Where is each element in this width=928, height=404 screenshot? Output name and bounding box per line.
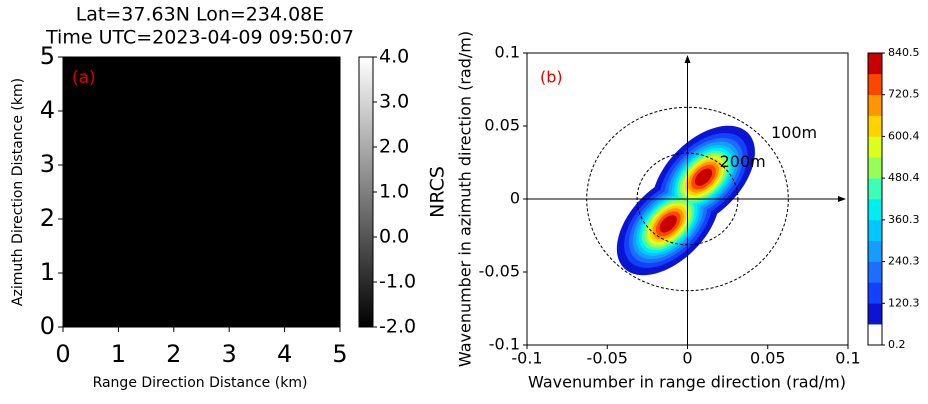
x-tick-label: 3 [222, 340, 237, 368]
y-tick-label: 0.05 [484, 116, 520, 135]
y-tick-label: 0 [510, 189, 520, 208]
colorbar-band [868, 282, 882, 304]
contour-fill [616, 125, 755, 276]
y-tick-label: 4 [40, 96, 55, 124]
contour-band [659, 215, 677, 233]
colorbar-tick-label: 840.5 [888, 46, 920, 59]
colorbar-tick-label: 360.3 [888, 213, 920, 226]
title-line: Time UTC=2023-04-09 09:50:07 [45, 27, 354, 49]
y-tick-label: 1 [40, 258, 55, 286]
colorbar-band [868, 178, 882, 200]
y-tick-label: 2 [40, 204, 55, 232]
contour-band [694, 168, 713, 186]
colorbar-tick-label: 0.2 [888, 338, 906, 351]
y-axis-label: Wavenumber in azimuth direction (rad/m) [456, 31, 475, 367]
y-tick-label: 3 [40, 150, 55, 178]
x-tick-label: 0.1 [835, 349, 860, 368]
colorbar-band [868, 136, 882, 158]
colorbar-band [868, 219, 882, 242]
colorbar-tick-label: 1.0 [379, 181, 409, 203]
x-axis-label: Wavenumber in range direction (rad/m) [528, 373, 846, 392]
colorbar-band [868, 240, 882, 262]
colorbar-tick-label: 720.5 [888, 88, 920, 101]
colorbar-tick-label: 600.4 [888, 129, 920, 142]
x-tick-label: 4 [277, 340, 292, 368]
colorbar-tick-label: 0.0 [379, 226, 409, 248]
y-tick-label: 0.1 [495, 43, 520, 62]
colorbar-tick-label: 4.0 [379, 46, 409, 68]
panel-label: (a) [72, 68, 96, 88]
x-tick-label: 0 [55, 340, 70, 368]
colorbar-band [868, 324, 882, 346]
x-tick-label: 1 [111, 340, 126, 368]
colorbar-frame [867, 52, 883, 346]
x-tick-label: -0.1 [511, 349, 542, 368]
colorbar-tick-label: 240.3 [888, 255, 920, 268]
wavelength-circle [636, 152, 739, 246]
x-tick-label: 5 [332, 340, 347, 368]
colorbar [358, 56, 374, 328]
circle-label: 200m [720, 152, 766, 171]
y-tick-label: -0.05 [479, 262, 520, 281]
colorbar-band [868, 115, 882, 137]
colorbar-tick-label: -2.0 [379, 316, 416, 338]
x-tick-label: 2 [166, 340, 181, 368]
sar-image [63, 57, 340, 327]
x-tick-label: 0.05 [750, 349, 786, 368]
title-line: Lat=37.63N Lon=234.08E [76, 4, 325, 26]
colorbar-band [868, 73, 882, 96]
colorbar-label: NRCS [427, 166, 449, 218]
y-tick-label: -0.1 [489, 335, 520, 354]
circle-label: 100m [771, 123, 817, 142]
colorbar-tick-label: 2.0 [379, 136, 409, 158]
colorbar-band [868, 261, 882, 283]
colorbar-band [868, 94, 882, 116]
x-tick-label: -0.05 [587, 349, 628, 368]
colorbar-tick-label: 480.4 [888, 171, 920, 184]
arrow-head [838, 196, 846, 202]
colorbar-band [868, 199, 882, 221]
wavelength-circle [586, 106, 789, 292]
x-axis-label: Range Direction Distance (km) [93, 375, 308, 391]
x-tick-label: 0 [682, 349, 692, 368]
y-axis-label: Azimuth Direction Distance (km) [10, 78, 26, 306]
colorbar-tick-label: 120.3 [888, 296, 920, 309]
colorbar-tick-label: 3.0 [379, 91, 409, 113]
plot-frame [62, 56, 341, 328]
panel-label: (b) [540, 68, 563, 87]
colorbar-band [868, 303, 882, 325]
y-tick-label: 0 [40, 312, 55, 340]
y-tick-label: 5 [40, 42, 55, 70]
colorbar-band [868, 157, 882, 179]
colorbar-tick-label: -1.0 [379, 271, 416, 293]
colorbar-band [868, 53, 882, 75]
arrow-head [684, 55, 691, 63]
